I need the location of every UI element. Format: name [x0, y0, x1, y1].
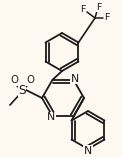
Text: N: N — [84, 146, 92, 156]
Text: F: F — [80, 5, 86, 14]
Text: S: S — [18, 84, 26, 97]
Text: N: N — [47, 112, 55, 122]
Text: O: O — [10, 75, 18, 85]
Text: N: N — [71, 74, 79, 84]
Text: F: F — [96, 3, 102, 11]
Text: F: F — [104, 14, 110, 22]
Text: O: O — [26, 75, 34, 85]
